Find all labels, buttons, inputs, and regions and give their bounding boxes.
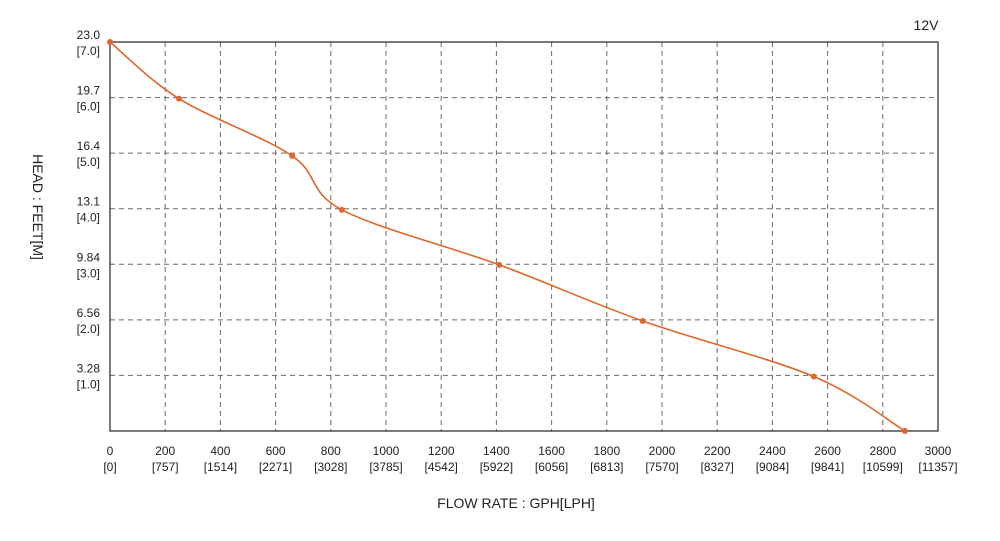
y-axis-title: HEAD : FEET[M]	[30, 154, 46, 260]
x-tick-label: 1200	[428, 444, 455, 458]
x-tick-label: 2600	[814, 444, 841, 458]
y-tick-sublabel: [5.0]	[77, 155, 100, 169]
y-tick-sublabel: [3.0]	[77, 266, 100, 280]
plot-frame	[109, 41, 939, 432]
x-tick-sublabel: [6813]	[590, 460, 623, 474]
x-tick-sublabel: [3785]	[369, 460, 402, 474]
x-tick-label: 2200	[704, 444, 731, 458]
x-tick-label: 1400	[483, 444, 510, 458]
x-tick-sublabel: [11357]	[918, 460, 957, 474]
x-tick-sublabel: [10599]	[863, 460, 903, 474]
x-tick-label: 1000	[373, 444, 400, 458]
x-tick-sublabel: [3028]	[314, 460, 347, 474]
grid-lines	[110, 42, 938, 431]
x-tick-sublabel: [7570]	[645, 460, 678, 474]
x-tick-sublabel: [5922]	[480, 460, 513, 474]
x-tick-label: 0	[107, 444, 114, 458]
voltage-label: 12V	[914, 17, 940, 33]
data-point	[639, 317, 646, 324]
x-tick-label: 2000	[649, 444, 676, 458]
series-line	[109, 41, 906, 432]
x-tick-label: 800	[321, 444, 341, 458]
x-tick-sublabel: [6056]	[535, 460, 568, 474]
x-tick-sublabel: [9084]	[756, 460, 789, 474]
y-tick-label: 3.28	[77, 361, 101, 375]
y-tick-label: 9.84	[77, 250, 101, 264]
x-tick-sublabel: [4542]	[425, 460, 458, 474]
x-axis-title: FLOW RATE : GPH[LPH]	[437, 495, 595, 511]
y-tick-sublabel: [7.0]	[77, 44, 100, 58]
y-tick-sublabel: [1.0]	[77, 377, 100, 391]
data-point	[176, 95, 182, 102]
y-tick-label: 23.0	[77, 28, 101, 42]
y-tick-sublabel: [2.0]	[77, 322, 100, 336]
data-point	[496, 261, 503, 268]
x-tick-label: 600	[266, 444, 286, 458]
x-tick-sublabel: [1514]	[204, 460, 237, 474]
data-point	[810, 373, 817, 380]
y-tick-label: 19.7	[77, 84, 101, 98]
y-axis-ticks: 3.28 [1.0] 6.56 [2.0] 9.84 [3.0] 13.1 [4.0] 16.4…	[77, 28, 101, 391]
series-layer	[107, 39, 908, 434]
x-tick-label: 1800	[593, 444, 620, 458]
y-tick-sublabel: [6.0]	[77, 100, 100, 114]
x-tick-label: 2800	[869, 444, 896, 458]
y-tick-sublabel: [4.0]	[77, 211, 100, 225]
x-tick-label: 400	[210, 444, 230, 458]
x-tick-sublabel: [0]	[103, 460, 116, 474]
x-tick-sublabel: [2271]	[259, 460, 292, 474]
y-tick-label: 13.1	[77, 195, 101, 209]
y-tick-label: 6.56	[77, 306, 101, 320]
x-tick-label: 200	[155, 444, 175, 458]
data-point	[107, 39, 113, 45]
data-point	[901, 428, 908, 434]
data-point	[289, 152, 296, 159]
x-tick-label: 2400	[759, 444, 786, 458]
x-tick-sublabel: [757]	[152, 460, 179, 474]
x-tick-label: 1600	[538, 444, 565, 458]
x-tick-label: 3000	[925, 444, 952, 458]
y-tick-label: 16.4	[77, 139, 101, 153]
data-point	[338, 206, 345, 213]
x-tick-sublabel: [9841]	[811, 460, 844, 474]
x-axis-ticks: 0 [0] 200 [757] 400 [1514] 600 [2271] 800 [3028] 1…	[103, 444, 957, 474]
x-tick-sublabel: [8327]	[701, 460, 734, 474]
